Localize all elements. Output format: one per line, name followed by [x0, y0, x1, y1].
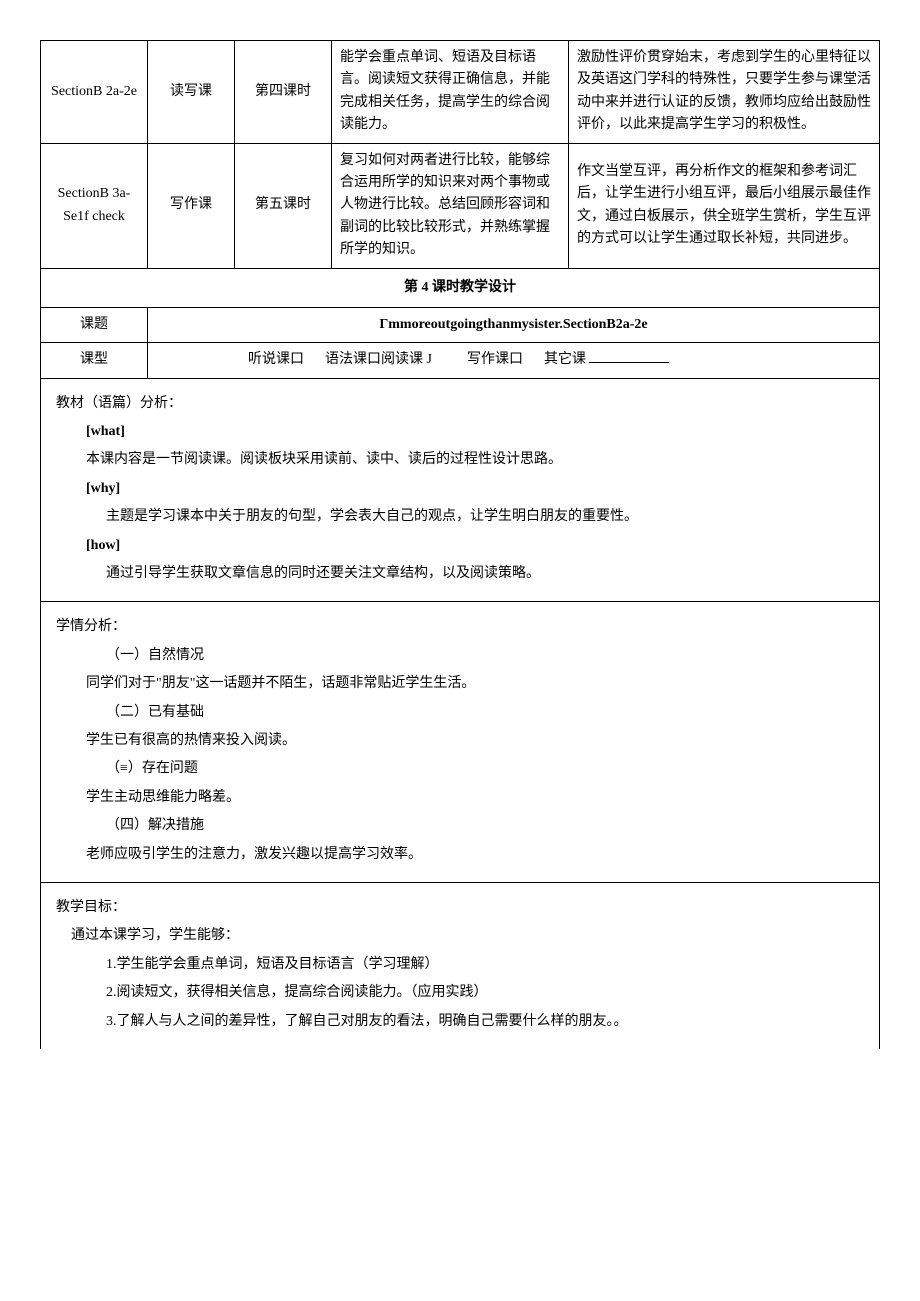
- goal-1: 1.学生能学会重点单词，短语及目标语言（学习理解）: [56, 954, 864, 976]
- what-label: [what]: [56, 421, 864, 443]
- material-analysis-cell: 教材（语篇）分析： [what] 本课内容是一节阅读课。阅读板块采用读前、读中、…: [41, 378, 880, 602]
- student-title: 学情分析：: [56, 616, 864, 638]
- other-blank: [589, 362, 669, 363]
- topic-row: 课题 Γmmoreoutgoingthanmysister.SectionB2a…: [41, 307, 880, 342]
- type-cell: 读写课: [148, 41, 235, 144]
- course-type-grammar-read: 语法课口阅读课 J: [325, 352, 432, 367]
- overview-table: SectionB 2a-2e 读写课 第四课时 能学会重点单词、短语及目标语言。…: [40, 40, 880, 1049]
- section-cell: SectionB 2a-2e: [41, 41, 148, 144]
- course-type-writing: 写作课口: [467, 352, 523, 367]
- topic-label: 课题: [41, 307, 148, 342]
- objective-cell: 复习如何对两者进行比较，能够综合运用所学的知识来对两个事物或人物进行比较。总结回…: [332, 143, 569, 268]
- type-row: 课型 听说课口 语法课口阅读课 J 写作课口 其它课: [41, 343, 880, 378]
- teaching-goals-cell: 教学目标： 通过本课学习，学生能够： 1.学生能学会重点单词，短语及目标语言（学…: [41, 882, 880, 1048]
- table-row: SectionB 2a-2e 读写课 第四课时 能学会重点单词、短语及目标语言。…: [41, 41, 880, 144]
- s3-text: 学生主动思维能力略差。: [56, 787, 864, 809]
- table-row: SectionB 3a-Se1f check 写作课 第五课时 复习如何对两者进…: [41, 143, 880, 268]
- teaching-goals-row: 教学目标： 通过本课学习，学生能够： 1.学生能学会重点单词，短语及目标语言（学…: [41, 882, 880, 1048]
- evaluation-cell: 作文当堂互评，再分析作文的框架和参考词汇后，让学生进行小组互评，最后小组展示最佳…: [569, 143, 880, 268]
- course-type-options: 听说课口 语法课口阅读课 J 写作课口 其它课: [148, 343, 880, 378]
- why-label: [why]: [56, 478, 864, 500]
- s4-text: 老师应吸引学生的注意力，激发兴趣以提高学习效率。: [56, 844, 864, 866]
- how-text: 通过引导学生获取文章信息的同时还要关注文章结构，以及阅读策略。: [56, 563, 864, 585]
- s4-label: （四）解决措施: [56, 815, 864, 837]
- period-cell: 第五课时: [235, 143, 332, 268]
- evaluation-cell: 激励性评价贯穿始末，考虑到学生的心里特征以及英语这门学科的特殊性，只要学生参与课…: [569, 41, 880, 144]
- goals-intro: 通过本课学习，学生能够：: [56, 925, 864, 947]
- goals-title: 教学目标：: [56, 897, 864, 919]
- s2-text: 学生已有很高的热情来投入阅读。: [56, 730, 864, 752]
- topic-value: Γmmoreoutgoingthanmysister.SectionB2a-2e: [148, 307, 880, 342]
- section-cell: SectionB 3a-Se1f check: [41, 143, 148, 268]
- s1-label: （一）自然情况: [56, 645, 864, 667]
- student-analysis-row: 学情分析： （一）自然情况 同学们对于"朋友"这一话题并不陌生，话题非常贴近学生…: [41, 602, 880, 883]
- s2-label: （二）已有基础: [56, 702, 864, 724]
- design-title-row: 第 4 课时教学设计: [41, 268, 880, 307]
- objective-cell: 能学会重点单词、短语及目标语言。阅读短文获得正确信息，并能完成相关任务，提高学生…: [332, 41, 569, 144]
- material-title: 教材（语篇）分析：: [56, 393, 864, 415]
- why-text: 主题是学习课本中关于朋友的句型，学会表大自己的观点，让学生明白朋友的重要性。: [56, 506, 864, 528]
- period-cell: 第四课时: [235, 41, 332, 144]
- how-label: [how]: [56, 535, 864, 557]
- type-label: 课型: [41, 343, 148, 378]
- what-text: 本课内容是一节阅读课。阅读板块采用读前、读中、读后的过程性设计思路。: [56, 449, 864, 471]
- material-analysis-row: 教材（语篇）分析： [what] 本课内容是一节阅读课。阅读板块采用读前、读中、…: [41, 378, 880, 602]
- course-type-other: 其它课: [544, 352, 586, 367]
- type-cell: 写作课: [148, 143, 235, 268]
- s3-label: （≡）存在问题: [56, 758, 864, 780]
- goal-2: 2.阅读短文，获得相关信息，提高综合阅读能力。（应用实践）: [56, 982, 864, 1004]
- design-title: 第 4 课时教学设计: [41, 268, 880, 307]
- student-analysis-cell: 学情分析： （一）自然情况 同学们对于"朋友"这一话题并不陌生，话题非常贴近学生…: [41, 602, 880, 883]
- goal-3: 3.了解人与人之间的差异性，了解自己对朋友的看法，明确自己需要什么样的朋友。。: [56, 1011, 864, 1033]
- course-type-listen-speak: 听说课口: [248, 352, 304, 367]
- s1-text: 同学们对于"朋友"这一话题并不陌生，话题非常贴近学生生活。: [56, 673, 864, 695]
